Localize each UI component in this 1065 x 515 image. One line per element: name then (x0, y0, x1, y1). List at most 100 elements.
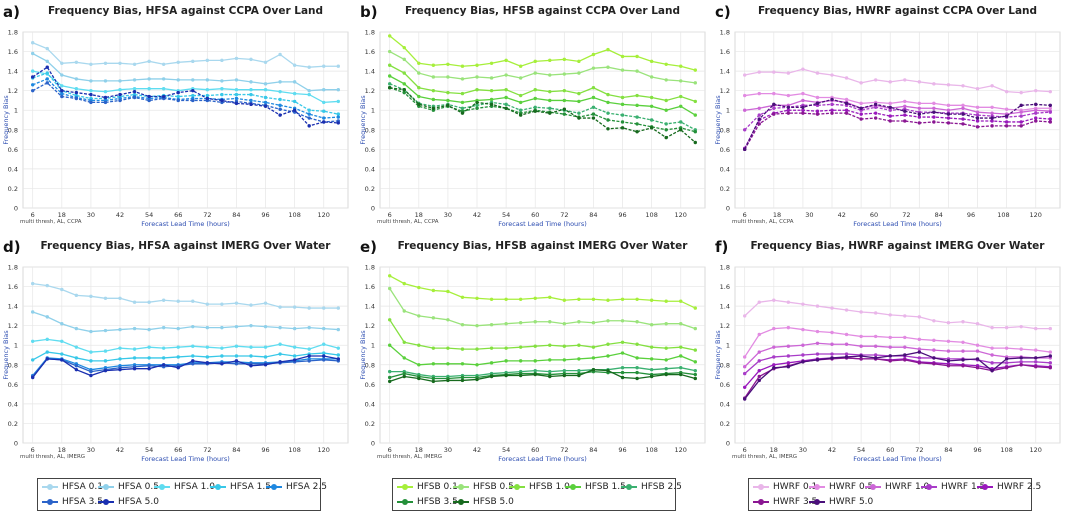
data-point (278, 89, 282, 94)
y-tick-label: 0 (726, 205, 730, 213)
data-point (679, 366, 683, 370)
data-point (679, 120, 683, 124)
data-point (801, 111, 805, 115)
data-point (961, 117, 965, 121)
data-point (815, 352, 820, 356)
data-point (220, 79, 224, 83)
legend-swatch (865, 483, 881, 490)
y-axis-label: Frequency Bias (359, 95, 367, 145)
data-point (844, 332, 849, 337)
data-point (635, 370, 639, 375)
legend-swatch (809, 498, 825, 505)
data-point (74, 87, 79, 91)
data-point (591, 95, 596, 100)
data-point (234, 354, 239, 358)
x-tick-label: 54 (502, 211, 510, 219)
data-point (548, 98, 552, 103)
data-point (31, 358, 35, 362)
data-point (292, 354, 297, 358)
data-point (635, 122, 639, 126)
x-tick-label: 120 (318, 446, 330, 454)
data-point (161, 363, 166, 367)
y-axis-label: Frequency Bias (714, 330, 722, 380)
data-point (961, 103, 965, 108)
data-point (402, 71, 406, 75)
data-point (562, 57, 567, 62)
data-point (31, 69, 35, 73)
data-point (635, 376, 639, 381)
x-tick-label: 96 (967, 211, 975, 219)
legend-label: HFSB 1.0 (529, 482, 570, 492)
data-point (873, 111, 878, 115)
data-point (431, 97, 436, 102)
data-point (504, 106, 508, 110)
series-line (744, 326, 1051, 358)
data-point (772, 366, 776, 370)
data-point (772, 112, 776, 116)
data-point (990, 346, 994, 350)
data-point (263, 363, 268, 367)
data-point (620, 351, 625, 355)
data-point (292, 63, 297, 67)
data-point (147, 366, 151, 371)
data-point (234, 87, 239, 92)
data-point (888, 105, 892, 109)
data-point (74, 60, 79, 65)
x-tick-label: 42 (116, 211, 124, 219)
data-point (577, 297, 581, 301)
series-line (32, 42, 339, 68)
y-tick-label: 1.2 (365, 322, 375, 330)
data-point (504, 373, 508, 378)
data-point (161, 62, 166, 66)
data-point (176, 98, 180, 103)
data-point (990, 124, 994, 128)
data-point (234, 92, 239, 97)
data-point (577, 368, 581, 373)
x-tick-label: 72 (915, 446, 923, 454)
data-point (679, 372, 683, 377)
data-point (990, 361, 994, 365)
data-point (903, 314, 907, 318)
data-point (757, 359, 761, 363)
data-point (489, 374, 494, 379)
plot-area (22, 31, 349, 209)
data-point (664, 122, 668, 126)
data-point (591, 297, 596, 301)
data-point (844, 76, 849, 80)
data-point (990, 368, 994, 373)
data-point (205, 78, 210, 82)
data-point (307, 65, 311, 69)
data-point (562, 373, 567, 378)
data-point (161, 325, 166, 330)
x-tick-label: 30 (444, 211, 452, 219)
data-point (322, 354, 326, 358)
y-tick-label: 0.6 (8, 146, 18, 154)
data-point (664, 346, 668, 350)
data-point (786, 111, 791, 115)
y-tick-label: 0.4 (365, 400, 375, 408)
data-point (801, 343, 805, 347)
data-point (322, 120, 326, 124)
x-tick-label: 84 (232, 446, 240, 454)
data-point (975, 366, 980, 370)
data-point (635, 93, 639, 98)
x-tick-label: 54 (145, 211, 153, 219)
legend-item: HFSB 0.5 (453, 482, 514, 492)
data-point (489, 346, 494, 350)
y-tick-label: 0.8 (365, 126, 375, 134)
data-point (336, 87, 340, 92)
data-point (664, 128, 668, 132)
data-point (234, 344, 239, 348)
data-point (1048, 89, 1052, 94)
data-point (1004, 357, 1009, 361)
data-point (489, 61, 494, 65)
data-point (475, 323, 479, 328)
data-point (263, 87, 268, 92)
series-hfsa-5-0 (31, 65, 340, 128)
data-point (205, 302, 210, 306)
data-point (1004, 107, 1009, 111)
data-point (946, 121, 951, 125)
data-point (388, 274, 392, 278)
data-point (118, 61, 122, 65)
data-point (961, 320, 965, 324)
